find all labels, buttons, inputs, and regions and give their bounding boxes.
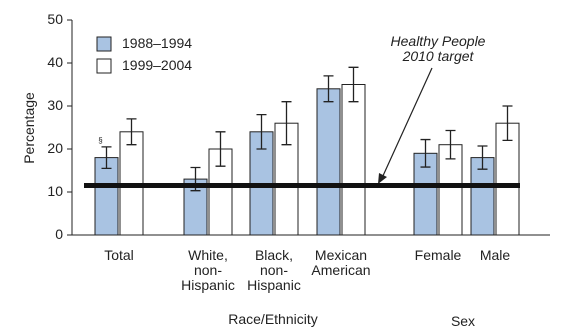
y-tick-label: 0 [55, 226, 63, 242]
x-tick-label: Female [415, 247, 462, 263]
footnote-marker: § [98, 136, 102, 145]
arrow-head [378, 173, 387, 184]
error-bar [445, 129, 456, 160]
legend-swatch [96, 36, 112, 52]
error-bar [101, 146, 112, 169]
error-bar [348, 66, 359, 103]
error-bar [477, 145, 488, 170]
y-tick-label: 20 [47, 140, 63, 156]
annotation-arrow [381, 67, 433, 179]
legend-label: 1988–1994 [122, 35, 192, 51]
error-bar [126, 118, 137, 146]
error-bar [281, 101, 292, 146]
x-tick-label: Mexican American [311, 247, 370, 278]
y-tick-label: 40 [47, 54, 63, 70]
bar [316, 88, 341, 236]
group-label: Race/Ethnicity [228, 311, 317, 327]
error-bar [502, 105, 513, 142]
y-tick-label: 30 [47, 97, 63, 113]
x-tick-label: Black, non-Hispanic [247, 247, 301, 293]
y-tick-label: 50 [47, 11, 63, 27]
y-axis-label: Percentage [21, 92, 37, 164]
error-bar [256, 113, 267, 150]
bar [94, 157, 119, 236]
legend-label: 1999–2004 [122, 57, 192, 73]
target-label: Healthy People 2010 target [391, 33, 486, 64]
x-tick-label: White, non-Hispanic [181, 247, 235, 293]
group-label: Sex [451, 313, 475, 329]
error-bar [323, 75, 334, 103]
x-tick-label: Total [104, 247, 134, 263]
error-bar [215, 131, 226, 167]
y-tick-label: 10 [47, 183, 63, 199]
bar [341, 84, 366, 236]
legend-swatch [96, 58, 112, 74]
x-tick-label: Male [480, 247, 511, 263]
error-bar [420, 138, 431, 168]
